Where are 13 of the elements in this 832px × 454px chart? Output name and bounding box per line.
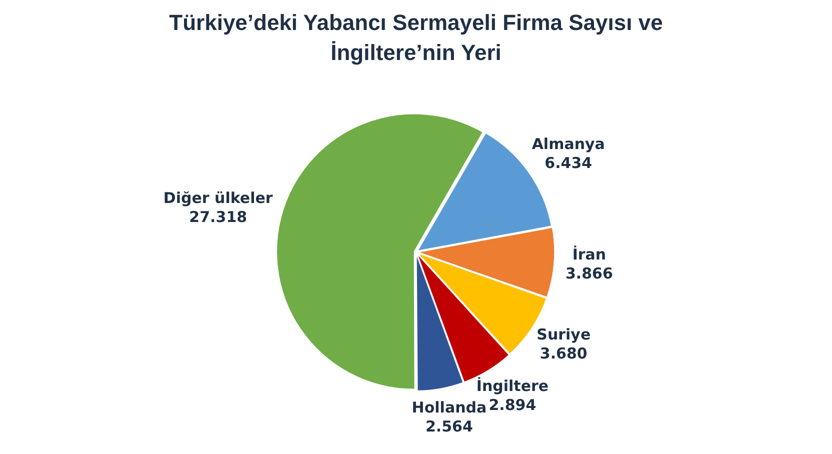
- slice-label: İngiltere: [476, 376, 549, 395]
- slice-label: Suriye: [536, 326, 591, 344]
- data-label: 2.564: [425, 418, 473, 436]
- data-label: 3.680: [540, 344, 588, 363]
- chart-title: Türkiye’deki Yabancı Sermayeli Firma Sayısı ve İngiltere’nin Yeri: [168, 9, 664, 67]
- slice-label: Hollanda: [412, 398, 487, 417]
- data-label: 2.894: [488, 396, 536, 414]
- slice-label: Almanya: [532, 134, 605, 153]
- slice-label: İran: [572, 245, 606, 264]
- data-label: 6.434: [544, 154, 592, 172]
- data-label: 27.318: [189, 208, 248, 226]
- slice-label: Diğer ülkeler: [163, 189, 274, 208]
- data-label: 3.866: [565, 264, 613, 282]
